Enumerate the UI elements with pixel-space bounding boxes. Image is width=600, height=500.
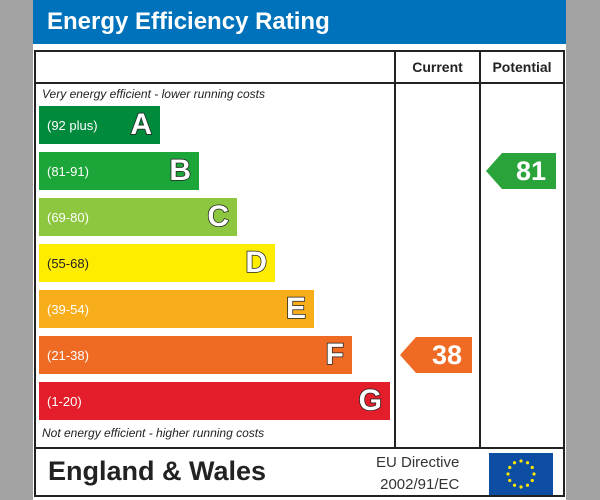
divider	[36, 82, 563, 84]
rating-table: Current Potential Very energy efficient …	[34, 50, 565, 497]
star-icon	[519, 459, 523, 463]
band-range: (69-80)	[47, 209, 89, 225]
band-range: (1-20)	[47, 393, 82, 409]
band-letter: E	[285, 291, 307, 326]
star-icon	[532, 472, 536, 476]
top-note: Very energy efficient - lower running co…	[42, 87, 265, 101]
chart-title: Energy Efficiency Rating	[33, 0, 566, 44]
band-g: (1-20) G	[39, 382, 390, 420]
band-letter: D	[245, 245, 268, 280]
potential-rating-arrow: 81	[486, 153, 556, 189]
star-icon	[508, 465, 512, 470]
band-letter: F	[325, 337, 345, 372]
band-range: (39-54)	[47, 301, 89, 317]
current-rating-arrow: 38	[400, 337, 472, 373]
band-letter: B	[169, 153, 192, 188]
star-icon	[508, 478, 512, 483]
band-d: (55-68) D	[39, 244, 275, 282]
eu-directive: EU Directive 2002/91/EC	[376, 452, 459, 496]
eu-flag-icon	[489, 453, 553, 495]
divider	[394, 52, 396, 448]
divider	[36, 447, 563, 449]
column-current: Current	[412, 59, 463, 75]
star-icon	[506, 472, 510, 476]
epc-panel: Energy Efficiency Rating Current Potenti…	[33, 0, 566, 500]
column-potential: Potential	[492, 59, 552, 75]
band-f: (21-38) F	[39, 336, 352, 374]
band-letter: A	[130, 107, 153, 142]
band-letter: G	[358, 383, 383, 418]
star-icon	[512, 461, 517, 465]
band-b: (81-91) B	[39, 152, 199, 190]
star-icon	[525, 461, 530, 465]
band-range: (81-91)	[47, 163, 89, 179]
directive-line1: EU Directive	[376, 454, 460, 471]
band-a: (92 plus) A	[39, 106, 160, 144]
region-label: England & Wales	[48, 456, 267, 486]
directive-line2: 2002/91/EC	[380, 476, 460, 493]
bottom-note: Not energy efficient - higher running co…	[42, 426, 265, 440]
star-icon	[530, 478, 534, 483]
divider	[479, 52, 481, 448]
band-c: (69-80) C	[39, 198, 237, 236]
star-icon	[530, 465, 534, 470]
band-letter: C	[207, 199, 230, 234]
band-e: (39-54) E	[39, 290, 314, 328]
band-range: (21-38)	[47, 347, 89, 363]
star-icon	[519, 485, 523, 489]
band-range: (55-68)	[47, 255, 89, 271]
band-range: (92 plus)	[47, 117, 98, 133]
star-icon	[512, 483, 517, 487]
star-icon	[525, 483, 530, 487]
